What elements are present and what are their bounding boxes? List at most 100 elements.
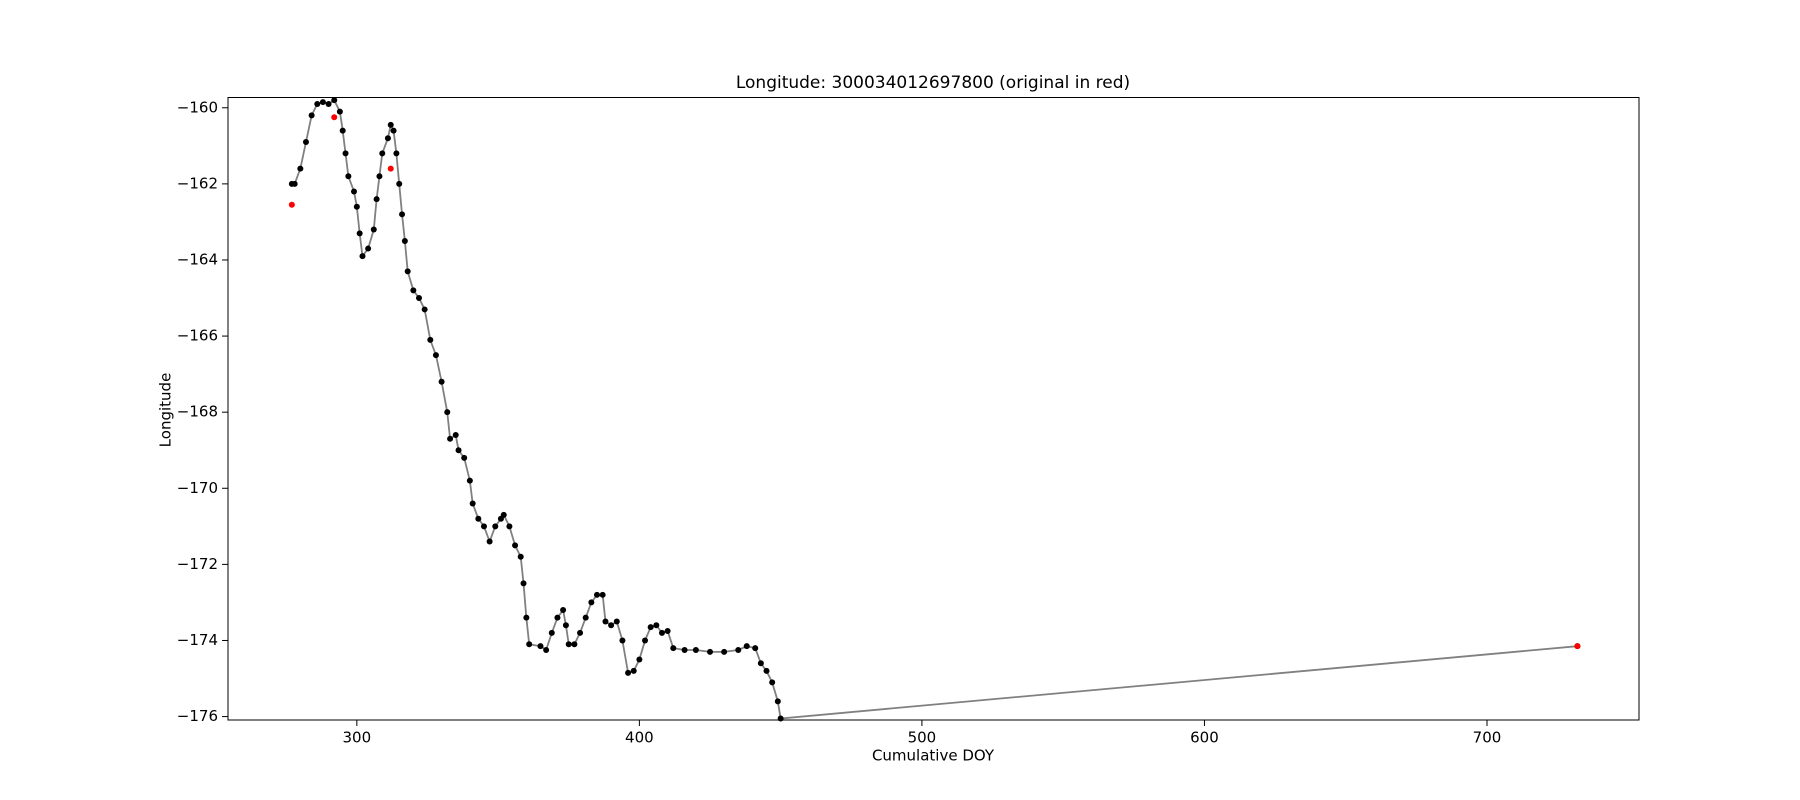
point [351, 188, 358, 195]
point [743, 643, 750, 650]
point [356, 230, 363, 237]
point [314, 100, 321, 107]
point [308, 112, 315, 119]
point [387, 121, 394, 128]
point [562, 622, 569, 629]
x-tick-label: 300 [343, 729, 372, 747]
point [336, 108, 343, 115]
point [288, 201, 295, 208]
point [774, 698, 781, 705]
point [345, 173, 352, 180]
point [319, 99, 326, 106]
point [291, 180, 298, 187]
point [653, 622, 660, 629]
point [548, 629, 555, 636]
point [376, 173, 383, 180]
point [582, 614, 589, 621]
point [384, 135, 391, 142]
point [1574, 643, 1581, 650]
point [302, 139, 309, 146]
point [647, 624, 654, 631]
point [577, 629, 584, 636]
plot-frame [227, 97, 1640, 721]
point [523, 614, 530, 621]
point [658, 629, 665, 636]
point [331, 97, 338, 104]
y-axis-label: Longitude [157, 373, 175, 448]
point [763, 667, 770, 674]
point [613, 618, 620, 625]
y-tick-label: −166 [177, 327, 218, 345]
point [543, 646, 550, 653]
point [373, 196, 380, 203]
x-tick-label: 500 [908, 729, 937, 747]
point [365, 245, 372, 252]
point [593, 591, 600, 598]
point [432, 352, 439, 359]
point [393, 150, 400, 157]
point [370, 226, 377, 233]
point [512, 542, 519, 549]
point [735, 646, 742, 653]
point [692, 646, 699, 653]
point [469, 500, 476, 507]
point [630, 667, 637, 674]
point [387, 165, 394, 172]
point [452, 432, 459, 439]
point [331, 114, 338, 121]
point [554, 614, 561, 621]
point [461, 454, 468, 461]
point [588, 599, 595, 606]
point [475, 515, 482, 522]
series-line [291, 98, 1578, 720]
point [455, 447, 462, 454]
point [390, 127, 397, 134]
point [492, 523, 499, 530]
point [444, 409, 451, 416]
x-tick-label: 700 [1473, 729, 1502, 747]
point [625, 669, 632, 676]
point [757, 660, 764, 667]
point [560, 607, 567, 614]
point [447, 435, 454, 442]
point [399, 211, 406, 218]
point [619, 637, 626, 644]
point [707, 648, 714, 655]
point [608, 622, 615, 629]
point [752, 645, 759, 652]
point [769, 679, 776, 686]
point [777, 715, 784, 722]
point [520, 580, 527, 587]
point [537, 643, 544, 650]
point [670, 645, 677, 652]
y-tick-label: −168 [177, 403, 218, 421]
y-tick-label: −170 [177, 479, 218, 497]
point [379, 150, 386, 157]
y-tick-label: −164 [177, 250, 218, 268]
point [404, 268, 411, 275]
point [438, 378, 445, 385]
y-tick-label: −174 [177, 631, 218, 649]
point [401, 237, 408, 244]
point [664, 627, 671, 634]
point [681, 646, 688, 653]
point [339, 127, 346, 134]
point [500, 511, 507, 518]
point [602, 618, 609, 625]
point [480, 523, 487, 530]
point [359, 253, 366, 260]
point [571, 641, 578, 648]
point [517, 553, 524, 560]
point [427, 336, 434, 343]
x-axis-label: Cumulative DOY [872, 747, 995, 765]
point [410, 287, 417, 294]
point [396, 180, 403, 187]
chart-title: Longitude: 300034012697800 (original in … [736, 73, 1130, 93]
point [506, 523, 513, 530]
point [297, 165, 304, 172]
point [466, 477, 473, 484]
point [565, 641, 572, 648]
y-tick-label: −172 [177, 555, 218, 573]
point [636, 656, 643, 663]
